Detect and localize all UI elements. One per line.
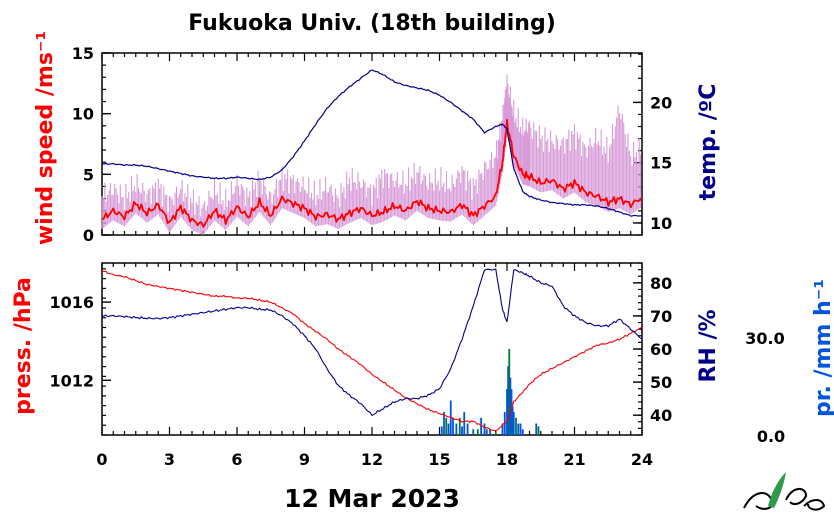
chart-title: Fukuoka Univ. (18th building)	[188, 11, 556, 36]
precip-bar	[511, 406, 514, 435]
leaf-logo	[743, 472, 826, 511]
precip-bar	[440, 426, 443, 435]
precip-bar	[510, 389, 513, 435]
x-tick-label: 18	[496, 450, 518, 469]
precip-bar	[455, 423, 458, 435]
wind-axis-label: wind speed /ms⁻¹	[33, 31, 58, 245]
precip-tick-top: 30.0	[745, 329, 784, 348]
precip-bar	[494, 432, 497, 435]
precip-bar	[476, 429, 479, 435]
precip-bar	[509, 377, 512, 435]
precip-tick-bottom: 0.0	[757, 427, 785, 446]
temp-axis-label: temp. /ºC	[696, 84, 721, 201]
temp-tick-label: 15	[650, 154, 672, 173]
precip-bar	[512, 412, 515, 435]
precip-bar	[466, 423, 469, 435]
panel2-ticks	[101, 262, 643, 436]
precip-bar	[521, 429, 524, 435]
rh-tick-label: 40	[650, 406, 672, 425]
x-tick-label: 0	[96, 450, 107, 469]
temp-tick-label: 10	[650, 214, 672, 233]
date-label: 12 Mar 2023	[284, 484, 460, 513]
x-tick-label: 6	[231, 450, 242, 469]
x-tick-label: 21	[563, 450, 585, 469]
precip-bar	[507, 366, 510, 435]
pressure-axis-label: press. /hPa	[11, 277, 36, 415]
rh-axis-label: RH /%	[696, 309, 721, 382]
rh-line	[101, 268, 643, 416]
x-tick-label: 15	[428, 450, 450, 469]
rh-tick-label: 70	[650, 307, 672, 326]
precip-bar	[452, 417, 454, 435]
pressure-line	[101, 270, 643, 432]
precip-bar	[480, 417, 483, 435]
x-tick-label: 9	[299, 450, 310, 469]
precip-axis-label: pr. /mm h⁻¹	[811, 279, 834, 417]
panel-wind-temp: 0 5 10 15 10 15 20	[72, 44, 673, 245]
precip-bar	[447, 423, 450, 435]
wind-tick-label: 0	[83, 226, 94, 245]
precip-bar	[449, 400, 452, 435]
pressure-tick-label: 1016	[49, 293, 94, 312]
panel1-tick-labels: 0 5 10 15 10 15 20	[72, 44, 673, 245]
precip-bar	[472, 429, 475, 435]
panel2-series	[101, 268, 643, 435]
precip-bar	[515, 417, 517, 435]
rh-tick-label: 80	[650, 274, 672, 293]
precip-bar	[461, 426, 463, 435]
wind-tick-label: 5	[83, 165, 94, 184]
x-tick-label: 24	[631, 450, 653, 469]
panel2-tick-labels: 1012 1016 40 50 60 70 80 0 3 6 9 12 15 18 21 24	[49, 274, 672, 469]
pressure-tick-label: 1012	[49, 371, 94, 390]
rh-tick-label: 50	[650, 373, 672, 392]
panel2-frame	[101, 262, 643, 436]
precip-bar	[537, 426, 540, 435]
precip-bar	[485, 429, 488, 435]
precip-bar	[483, 423, 486, 435]
temp-tick-label: 20	[650, 93, 672, 112]
precip-bar	[508, 349, 511, 435]
wind-mean-line	[101, 118, 643, 228]
precip-bar	[501, 423, 504, 435]
precip-bar	[535, 423, 538, 435]
precip-bar	[443, 412, 445, 435]
panel-press-rh: 1012 1016 40 50 60 70 80 0 3 6 9 12 15 18 21 24	[49, 262, 672, 469]
precip-bar	[519, 423, 522, 435]
precip-bar	[458, 417, 461, 435]
x-tick-label: 12	[361, 450, 383, 469]
x-tick-label: 3	[164, 450, 175, 469]
rh-tick-label: 60	[650, 340, 672, 359]
wind-tick-label: 15	[72, 44, 94, 63]
precip-bar	[489, 429, 492, 435]
precip-bar	[463, 412, 466, 435]
temp-line	[101, 69, 643, 217]
precip-bar	[445, 417, 448, 435]
precip-bar	[517, 423, 520, 435]
wind-tick-label: 10	[72, 105, 94, 124]
panel1-series	[101, 69, 643, 235]
precip-bar	[506, 389, 508, 435]
